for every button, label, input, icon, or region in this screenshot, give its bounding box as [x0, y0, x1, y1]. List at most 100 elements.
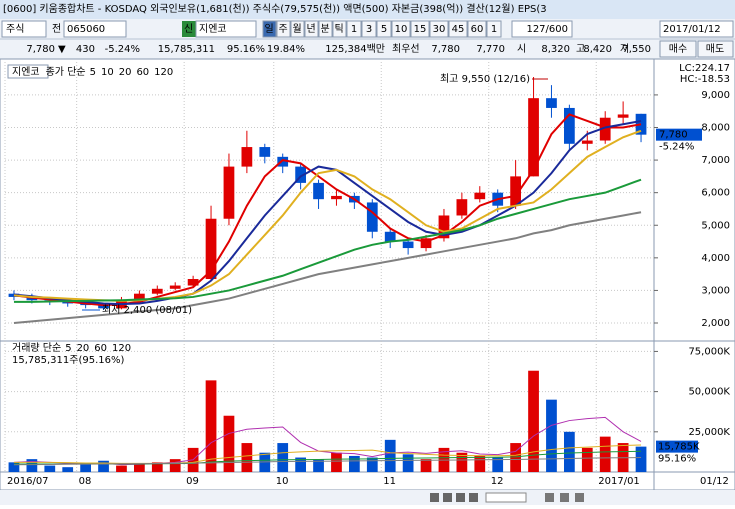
period-button[interactable] [262, 20, 277, 38]
stock-name: 지엔코 [199, 23, 227, 35]
volume-bar [313, 459, 324, 472]
period-button[interactable] [304, 20, 319, 38]
last-rate: -5.24% [659, 142, 694, 153]
volume-bar [169, 459, 181, 472]
sell-button[interactable] [697, 40, 734, 58]
date: 2017/01/12 [663, 24, 721, 35]
period[interactable]: 년 [307, 23, 316, 35]
quote-ask: 7,780 [431, 44, 460, 55]
last-volume: 15,785K [658, 442, 700, 453]
interval[interactable]: 30 [433, 24, 446, 35]
market: 주식 [6, 23, 24, 35]
ma-line [13, 178, 642, 303]
x-tick-label: 12 [491, 476, 504, 487]
quote-high: 8,420 [583, 44, 612, 55]
interval[interactable]: 1 [351, 24, 357, 35]
volume-bar [98, 460, 109, 472]
interval[interactable]: 5 [381, 24, 387, 35]
legend-box [7, 64, 49, 79]
bottom-bar [0, 490, 735, 505]
interval-button[interactable] [486, 20, 502, 38]
interval[interactable]: 10 [395, 24, 408, 35]
interval[interactable]: 1 [491, 24, 497, 35]
interval-button[interactable] [391, 20, 411, 38]
ma-line [13, 444, 642, 464]
code-input[interactable] [63, 20, 127, 38]
period[interactable]: 주 [279, 24, 288, 35]
x-tick-label: 08 [79, 476, 92, 487]
period-button[interactable] [290, 20, 305, 38]
period[interactable]: 분 [321, 23, 330, 35]
x-tick-label: 10 [276, 476, 289, 487]
interval-button[interactable] [448, 20, 468, 38]
candle-body [295, 166, 306, 183]
quote-bid: 7,770 [476, 44, 505, 55]
quote-low: 7,550 [622, 44, 651, 55]
quote-arrow: ▼ [58, 44, 66, 55]
interval-button[interactable] [429, 20, 449, 38]
sell[interactable]: 매도 [706, 43, 724, 55]
volume-bar [151, 462, 163, 472]
badge: 신 [184, 23, 193, 35]
volume-bar [402, 454, 414, 472]
x-tick-label: 2017/01 [598, 476, 640, 487]
period[interactable]: 틱 [335, 23, 344, 35]
y-tick-label: 7,000 [701, 155, 730, 166]
volume-bar [241, 443, 253, 472]
interval-button[interactable] [410, 20, 430, 38]
interval-button[interactable] [467, 20, 487, 38]
volume-bar [331, 452, 342, 472]
interval[interactable]: 15 [414, 24, 427, 35]
market-select[interactable] [1, 20, 47, 38]
candle-body [62, 301, 74, 304]
interval-button[interactable] [376, 20, 392, 38]
legend-prefix: 종가 단순 [46, 66, 86, 78]
y-tick-label: 9,000 [701, 90, 730, 101]
volume-bar [134, 463, 145, 472]
buy[interactable]: 매수 [669, 43, 687, 55]
y-tick-label: 5,000 [701, 220, 730, 231]
volume-bar [62, 467, 74, 472]
candle-body [617, 114, 629, 118]
candle-body [223, 166, 235, 219]
title-bar [0, 0, 735, 19]
candle-body [438, 215, 450, 239]
candle-body [420, 238, 432, 249]
quote-best-label: 최우선 [392, 43, 420, 55]
legend-entry: 60 [94, 343, 107, 354]
count: 127/600 [526, 24, 568, 35]
interval[interactable]: 60 [471, 24, 484, 35]
interval-button[interactable] [346, 20, 362, 38]
buy-button[interactable] [659, 40, 697, 58]
window-title: [0600] 키움종합차트 - KOSDAQ 외국인보유(1,681(천)) 주… [3, 3, 547, 15]
period-button[interactable] [318, 20, 333, 38]
volume-bar [277, 443, 289, 472]
y-tick-label: 2,000 [701, 318, 730, 329]
volume-bar [510, 443, 521, 472]
y-tick-label: 50,000K [688, 387, 730, 398]
legend-entry: 120 [112, 343, 131, 354]
candle-body [151, 288, 163, 294]
ma-line [13, 457, 642, 466]
period-button[interactable] [332, 20, 347, 38]
quote-amount: 125,384백만 [325, 43, 385, 55]
quote-vol-rate: 95.16% [227, 44, 265, 55]
period-button[interactable] [276, 20, 291, 38]
volume-bar [581, 447, 593, 472]
name-field [195, 20, 257, 38]
period[interactable]: 일 [265, 23, 274, 35]
date-field [659, 20, 734, 38]
volume-bar [295, 457, 306, 472]
last-volume-box [656, 440, 698, 453]
volume-bar [599, 436, 611, 472]
interval-button[interactable] [361, 20, 377, 38]
y-tick-label: 3,000 [701, 285, 730, 296]
interval[interactable]: 45 [452, 24, 465, 35]
volume-bar [420, 459, 432, 472]
candle-body [528, 98, 539, 177]
interval[interactable]: 3 [366, 24, 372, 35]
period[interactable]: 월 [293, 23, 302, 35]
candle-body [456, 199, 468, 216]
